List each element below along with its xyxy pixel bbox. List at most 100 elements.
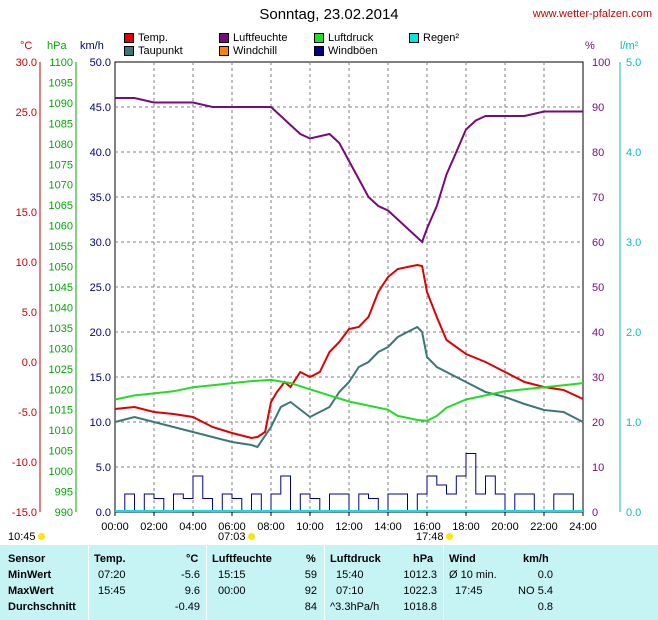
pressure-tick-label: 1075 [49, 159, 73, 171]
wind-tick-label: 5.0 [96, 462, 111, 474]
pressure-tick-label: 990 [55, 507, 73, 519]
stats-row-avg-label: Durchschnitt [8, 601, 76, 613]
stats-avg-temp: -0.49 [174, 601, 200, 613]
x-tick-label: 12:00 [335, 521, 363, 533]
series-luftdruck-line [114, 378, 584, 422]
stats-header-humidity-unit: % [306, 553, 316, 565]
pressure-tick-label: 1060 [49, 221, 73, 233]
stats-max-pressure: 1022.3 [403, 585, 437, 597]
wind-tick-label: 45.0 [90, 102, 111, 114]
x-tick-label: 20:00 [491, 521, 519, 533]
sunrise-time: 07:03 [218, 531, 255, 543]
stats-min-pressure-time: 15:40 [336, 569, 364, 581]
unit-humidity: % [585, 40, 595, 52]
stats-avg-wind: 0.8 [537, 601, 553, 613]
temp-tick-label: 25.0 [16, 107, 37, 119]
wind-tick-label: 10.0 [90, 417, 111, 429]
humidity-tick-label: 70 [592, 192, 604, 204]
pressure-tick-label: 1025 [49, 364, 73, 376]
stats-max-humidity: 92 [304, 585, 317, 597]
unit-rain: l/m² [620, 40, 639, 52]
stats-header-pressure: Luftdruck [330, 553, 381, 565]
wind-tick-label: 0.0 [96, 507, 111, 519]
wind-tick-label: 50.0 [90, 57, 111, 69]
stats-max-pressure-time: 07:10 [336, 585, 364, 597]
stats-min-wind-label: Ø 10 min. [449, 569, 497, 581]
x-tick-label: 02:00 [140, 521, 168, 533]
x-tick-label: 06:00 [218, 521, 246, 533]
x-tick-label: 08:00 [257, 521, 285, 533]
rain-tick-label: 5.0 [626, 57, 641, 69]
rain-tick-label: 0.0 [626, 507, 641, 519]
stats-header-temp: Temp. [94, 553, 126, 565]
x-tick-label: 16:00 [413, 521, 441, 533]
wind-tick-label: 40.0 [90, 147, 111, 159]
stats-max-wind-time: 17:45 [455, 585, 483, 597]
unit-temp: °C [20, 40, 33, 52]
pressure-tick-label: 1070 [49, 180, 73, 192]
temp-tick-label: 15.0 [16, 207, 37, 219]
humidity-tick-label: 50 [592, 282, 604, 294]
series-taupunkt-line [114, 325, 584, 449]
pressure-tick-label: 1035 [49, 323, 73, 335]
stats-min-temp: -5.6 [181, 569, 200, 581]
temp-tick-label: 10.0 [16, 257, 37, 269]
pressure-tick-label: 1040 [49, 302, 73, 314]
temp-tick-label: 0.0 [22, 357, 37, 369]
temp-tick-label: 30.0 [16, 57, 37, 69]
legend-windchill: Windchill [219, 45, 277, 57]
humidity-tick-label: 90 [592, 102, 604, 114]
series-temp-line [114, 263, 584, 440]
rain-tick-label: 4.0 [626, 147, 641, 159]
x-tick-label: 18:00 [452, 521, 480, 533]
stats-max-humidity-time: 00:00 [218, 585, 246, 597]
stats-table: Sensor Temp. °C Luftfeuchte % Luftdruck … [0, 545, 658, 620]
wind-tick-label: 35.0 [90, 192, 111, 204]
wind-tick-label: 30.0 [90, 237, 111, 249]
pressure-tick-label: 1000 [49, 466, 73, 478]
series-windben-line [115, 453, 583, 513]
wind-tick-label: 15.0 [90, 372, 111, 384]
humidity-tick-label: 80 [592, 147, 604, 159]
legend-temp: Temp. [124, 32, 168, 44]
sunset-icon [445, 533, 453, 540]
x-tick-label: 00:00 [101, 521, 129, 533]
sunrise-icon [247, 533, 255, 540]
temp-tick-label: -10.0 [12, 457, 37, 469]
stats-header-pressure-unit: hPa [413, 553, 434, 565]
humidity-tick-label: 0 [592, 507, 598, 519]
stats-header-sensor: Sensor [8, 553, 46, 565]
humidity-tick-label: 100 [592, 57, 610, 69]
daylight-duration: 10:45 [8, 531, 45, 543]
stats-max-wind-direction: NO [518, 585, 535, 597]
humidity-tick-label: 40 [592, 327, 604, 339]
stats-min-temp-time: 07:20 [98, 569, 126, 581]
pressure-tick-label: 1065 [49, 200, 73, 212]
chart-title: Sonntag, 23.02.2014 [259, 6, 399, 23]
wind-tick-label: 20.0 [90, 327, 111, 339]
stats-min-wind: 0.0 [537, 569, 553, 581]
pressure-tick-label: 1045 [49, 282, 73, 294]
pressure-tick-label: 1005 [49, 446, 73, 458]
stats-pressure-trend: ^3.3hPa/h [330, 601, 380, 613]
stats-avg-humidity: 84 [304, 601, 317, 613]
stats-header-wind-unit: km/h [523, 553, 549, 565]
pressure-tick-label: 1100 [49, 57, 73, 69]
x-tick-label: 10:00 [296, 521, 324, 533]
temp-tick-label: -5.0 [18, 407, 37, 419]
pressure-tick-label: 1090 [49, 98, 73, 110]
rain-tick-label: 3.0 [626, 237, 641, 249]
pressure-tick-label: 1030 [49, 343, 73, 355]
wind-tick-label: 25.0 [90, 282, 111, 294]
weather-chart: 30.0 25.0 15.0 10.0 5.0 0.0 -5.0 -10.0 -15.0 1100… [12, 57, 641, 533]
stats-header-humidity: Luftfeuchte [212, 553, 272, 565]
pressure-tick-label: 1015 [49, 405, 73, 417]
pressure-tick-label: 1010 [49, 425, 73, 437]
legend-humidity: Luftfeuchte [219, 32, 287, 44]
pressure-tick-label: 1050 [49, 262, 73, 274]
stats-header-temp-unit: °C [186, 553, 199, 565]
source-link[interactable]: www.wetter-pfalzen.com [532, 8, 652, 20]
legend-pressure: Luftdruck [314, 32, 373, 44]
stats-max-temp: 9.6 [184, 585, 200, 597]
stats-avg-pressure: 1018.8 [403, 601, 437, 613]
